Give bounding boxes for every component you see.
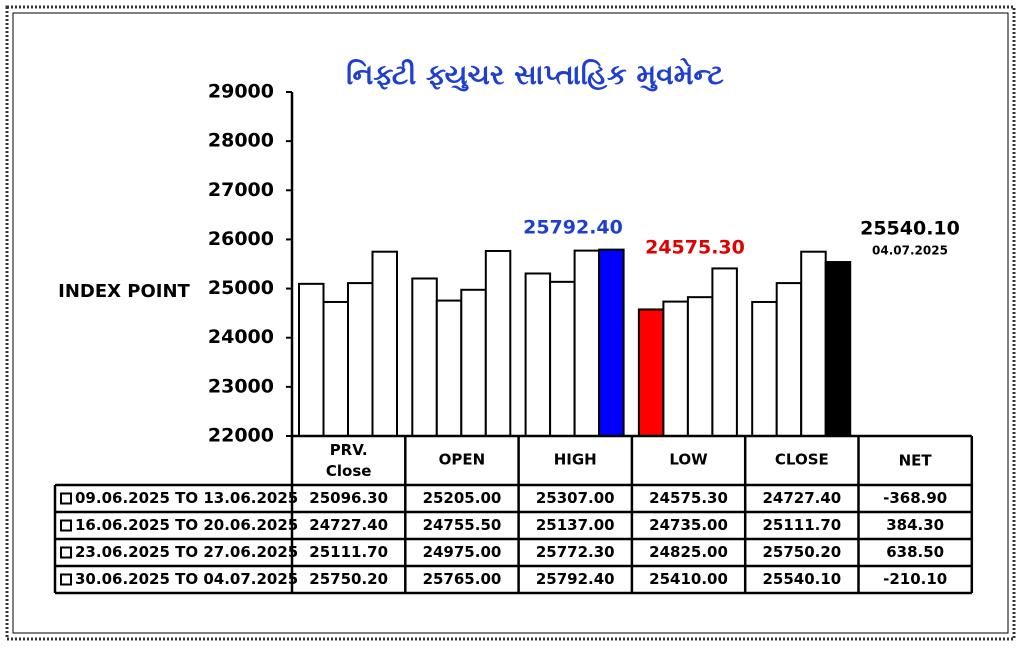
bar — [460, 288, 487, 437]
cell-value: 24727.40 — [309, 516, 388, 534]
bar — [800, 250, 827, 437]
bar — [824, 261, 852, 437]
bar — [322, 300, 349, 437]
cell-value: 25540.10 — [762, 570, 841, 588]
cell-value: 25111.70 — [762, 516, 841, 534]
cell-value: -210.10 — [883, 570, 947, 588]
inner-border — [12, 12, 1009, 634]
cell-value: 24575.30 — [649, 489, 728, 507]
y-tick-label: 28000 — [208, 130, 274, 152]
row-label: 23.06.2025 TO 27.06.2025 — [75, 543, 298, 561]
cell-value: 25096.30 — [309, 489, 388, 507]
bar — [598, 248, 625, 437]
cell-value: 25137.00 — [536, 516, 615, 534]
cell-value: 24975.00 — [423, 543, 502, 561]
column-header: OPEN — [439, 451, 486, 469]
y-axis-label: INDEX POINT — [58, 281, 190, 302]
cell-value: 24735.00 — [649, 516, 728, 534]
bar — [298, 282, 325, 437]
y-tick-label: 29000 — [208, 81, 274, 103]
row-label: 09.06.2025 TO 13.06.2025 — [75, 489, 298, 507]
y-tick-label: 25000 — [208, 277, 274, 299]
cell-value: -368.90 — [883, 489, 947, 507]
bar — [549, 280, 576, 438]
bar — [573, 249, 601, 437]
cell-value: 25111.70 — [309, 543, 388, 561]
legend-key — [60, 519, 72, 532]
cell-value: 25410.00 — [649, 570, 728, 588]
bar — [637, 308, 665, 438]
bar — [347, 282, 374, 438]
y-tick-label: 22000 — [208, 425, 274, 447]
legend-key — [60, 546, 72, 559]
cell-value: 24755.50 — [423, 516, 502, 534]
legend-key — [60, 573, 72, 586]
cell-value: 25307.00 — [536, 489, 615, 507]
cell-value: 25750.20 — [762, 543, 841, 561]
cell-value: 24825.00 — [649, 543, 728, 561]
bar — [686, 296, 714, 437]
column-header: LOW — [669, 451, 708, 469]
y-tick-label: 23000 — [208, 375, 274, 397]
cell-value: 638.50 — [886, 543, 944, 561]
bar — [411, 277, 438, 437]
cell-value: 25750.20 — [309, 570, 388, 588]
annotation: 04.07.2025 — [872, 244, 948, 258]
cell-value: 25765.00 — [423, 570, 502, 588]
bar — [371, 250, 398, 437]
bar — [662, 300, 689, 438]
bar — [775, 282, 803, 438]
annotation: 24575.30 — [645, 237, 745, 259]
column-header: PRV. Close — [326, 441, 372, 480]
bar — [711, 267, 738, 437]
column-header: CLOSE — [775, 451, 829, 469]
outer-border — [5, 5, 1016, 641]
chart-title: નિફ્ટી ફ્યુચર સાપ્તાહિક મુવમેન્ટ — [346, 58, 724, 92]
bar — [524, 272, 552, 437]
legend-key — [60, 492, 72, 505]
column-header: HIGH — [554, 451, 597, 469]
cell-value: 384.30 — [886, 516, 944, 534]
bar — [484, 249, 512, 437]
y-tick-label: 27000 — [208, 179, 274, 201]
bar — [751, 300, 778, 437]
cell-value: 25772.30 — [536, 543, 615, 561]
cell-value: 25205.00 — [423, 489, 502, 507]
bar — [435, 299, 463, 437]
row-label: 16.06.2025 TO 20.06.2025 — [75, 516, 298, 534]
cell-value: 25792.40 — [536, 570, 615, 588]
cell-value: 24727.40 — [762, 489, 841, 507]
y-tick-label: 24000 — [208, 326, 274, 348]
annotation: 25792.40 — [523, 217, 623, 239]
column-header: NET — [899, 452, 933, 470]
y-tick-label: 26000 — [208, 228, 274, 250]
row-label: 30.06.2025 TO 04.07.2025 — [75, 570, 298, 588]
annotation: 25540.10 — [860, 218, 960, 240]
